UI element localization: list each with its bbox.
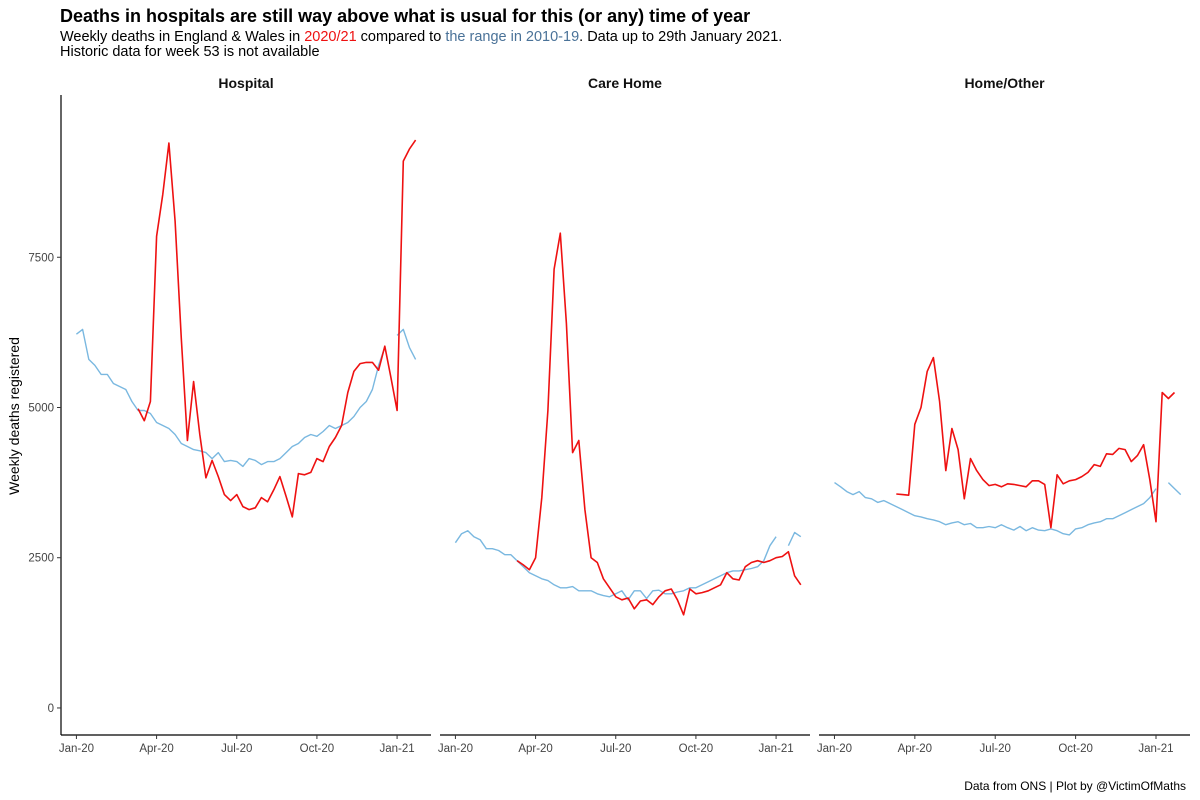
series-line-historic-range	[75, 328, 417, 468]
x-tick-label: Jan-21	[1138, 743, 1173, 755]
chart-subtitle: Weekly deaths in England & Wales in 2020…	[60, 30, 782, 60]
series-line-2020-21	[137, 139, 417, 518]
x-tick-label: Oct-20	[1058, 743, 1093, 755]
x-tick-label: Apr-20	[898, 743, 933, 755]
x-tick-label: Jul-20	[221, 743, 252, 755]
chart-caption: Data from ONS | Plot by @VictimOfMaths	[964, 779, 1186, 793]
x-tick-label: Jan-21	[379, 743, 414, 755]
y-tick-label: 5000	[28, 402, 54, 414]
series-line-historic-range	[454, 530, 802, 601]
x-tick-label: Jan-20	[438, 743, 473, 755]
subtitle-line-2: Historic data for week 53 is not availab…	[60, 44, 320, 60]
y-tick-label: 2500	[28, 553, 54, 565]
x-tick-label: Jul-20	[980, 743, 1011, 755]
series-line-2020-21	[516, 232, 802, 616]
y-axis-title: Weekly deaths registered	[6, 337, 22, 495]
chart-title: Deaths in hospitals are still way above …	[60, 6, 751, 26]
panel-title-home-other: Home/Other	[964, 75, 1045, 91]
y-tick-label: 0	[48, 703, 54, 715]
subtitle-historic-range: the range in 2010-19	[445, 29, 580, 45]
x-tick-label: Oct-20	[300, 743, 335, 755]
panel-title-hospital: Hospital	[218, 75, 273, 91]
x-tick-label: Apr-20	[139, 743, 174, 755]
x-tick-label: Jan-20	[59, 743, 94, 755]
series-line-2020-21	[896, 356, 1176, 529]
y-tick-label: 7500	[28, 252, 54, 264]
series-line-historic-range	[834, 482, 1182, 536]
x-tick-label: Jan-20	[817, 743, 852, 755]
x-tick-label: Jul-20	[600, 743, 631, 755]
panel-title-care-home: Care Home	[588, 75, 662, 91]
subtitle-text-2: compared to	[356, 29, 446, 45]
subtitle-text-3: . Data up to 29th January 2021.	[579, 29, 783, 45]
x-tick-label: Jan-21	[758, 743, 793, 755]
x-tick-label: Oct-20	[679, 743, 714, 755]
subtitle-text-1: Weekly deaths in England & Wales in	[60, 29, 305, 45]
subtitle-current-period: 2020/21	[304, 29, 357, 45]
x-tick-label: Apr-20	[518, 743, 553, 755]
